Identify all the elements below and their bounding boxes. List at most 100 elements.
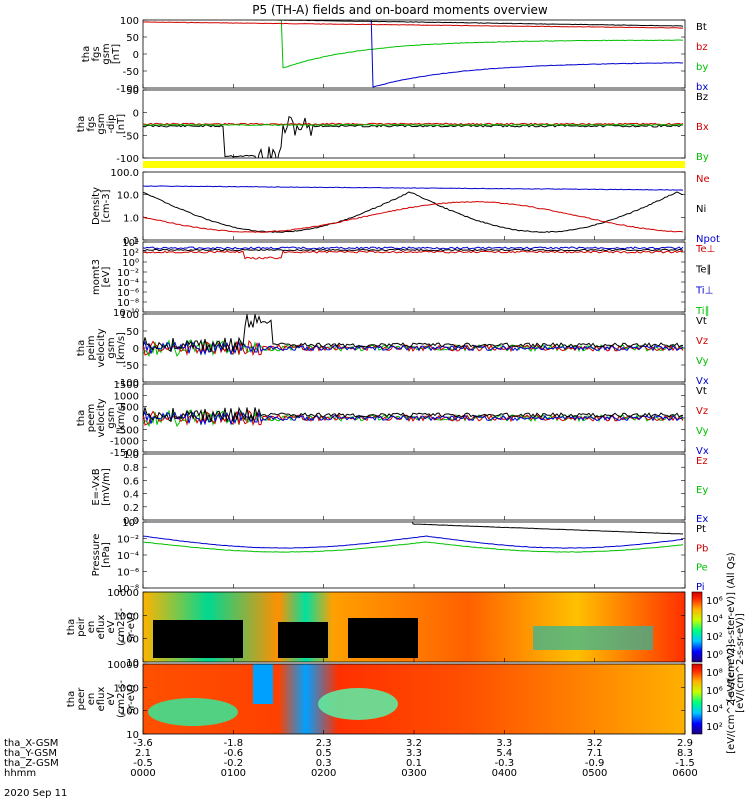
peir-lowflux-region [348,618,418,658]
fgs-legend-item: Bt [696,22,707,33]
fgs-ylabel: fgs [91,46,102,61]
density-ylabel: Density [91,187,102,225]
peem-legend-item: Vt [696,386,707,397]
peer-ytick-label: 10 [126,730,139,741]
bz-trace [143,21,684,29]
xaxis-value: -0.9 [585,758,605,769]
xaxis-value: 0100 [221,768,246,779]
ni-trace [143,191,684,233]
temp-ytick-label: 10⁻⁶ [117,288,139,299]
fgs_dip-ylabel: tha [76,116,87,132]
peem-ytick-label: -500 [116,425,139,436]
xaxis-value: -0.2 [224,758,244,769]
peir-ytick-label: 1000 [114,611,139,622]
efield-ytick-label: 1.0 [123,450,139,461]
colorbar-ticks: 10⁶ 10⁴ 10² 10⁰ 10⁸ 10⁶ 10⁴ 10² [706,596,723,733]
peem-legend-item: Vy [696,426,709,437]
xaxis-value: 3.2 [587,738,603,749]
colorbar-tick: 10² [706,632,723,643]
xaxis-value: 5.4 [496,748,512,759]
panel-density: 100.0 10.0 1.0 0.1 Density [cm-3] Ne Ni Npot [91,168,720,247]
xaxis-value: 0500 [582,768,607,779]
peir-lowflux-region [533,626,653,650]
peem-ytick-label: 1500 [114,380,139,391]
fgs_dip-ylabel: -dip [106,114,117,133]
xaxis-value: 8.3 [677,748,693,759]
teperp-trace [143,250,684,260]
peer-spectrogram [143,664,685,734]
fgs_dip-ylabel: gsm [96,113,107,134]
peem-ytick-label: 0 [133,414,139,425]
temp-ytick-label: 10⁴ [122,238,139,249]
pressure-legend-item: Pe [696,563,708,574]
npot-trace [143,185,684,191]
xaxis-value: 0000 [130,768,155,779]
fgs_dip-ytick-label: 50 [126,86,139,97]
peir-lowflux-region [153,620,243,658]
pressure-legend-item: Pb [696,543,708,554]
peir-ylabel: tha [66,619,77,635]
xaxis-value: -0.5 [133,758,153,769]
peer-ylabel: en [86,693,97,706]
fgs-legend-item: bx [696,82,708,93]
panel-fgs_dip: 50 0 -50 -100 tha fgs gsm -dip [nT] Bz Bx By [76,86,709,165]
xaxis-value: 2.1 [135,748,151,759]
vx-trace [143,410,684,426]
peim-ylabel: velocity [96,328,107,367]
peim-ylabel: peim [86,335,97,360]
colorbar-tick: 10⁰ [706,650,723,661]
temp-ytick-label: 10⁰ [122,258,139,269]
pressure-legend-item: Pi [696,582,705,593]
fgs_dip-legend-item: By [696,152,709,163]
fgs-ytick-label: 100 [120,16,139,27]
temp-ytick-label: 10⁻⁴ [117,278,139,289]
efield-legend-item: Ex [696,514,708,525]
efield-ylabel: E=-VxB [91,468,102,505]
colorbar-tick: 10⁴ [706,614,723,625]
peer-flux-region [148,698,238,726]
peer-ylabel: (cm2-s- [116,680,127,718]
fgs_dip-ytick-label: 0 [133,109,139,120]
vz-trace [143,409,684,427]
xaxis-value: -0.3 [495,758,515,769]
temp-traces [143,246,684,260]
density-traces [143,185,684,233]
fgs-ytick-label: -100 [116,84,139,95]
pt-trace [411,522,684,535]
peim-ylabel: tha [76,340,87,356]
xaxis-value: 7.1 [587,748,603,759]
colorbar-tick: 10⁶ [706,596,723,607]
peim-ylabel: [km/s] [116,332,127,364]
xaxis-value: 0.1 [406,758,422,769]
peir-ylabel: (cm2-s- [116,608,127,646]
peir-ylabel: en [86,621,97,634]
density-ytick-label: 1.0 [123,213,139,224]
by-trace [143,123,684,127]
xaxis-value: 0.3 [316,758,332,769]
peim-ylabel: gsm [106,337,117,358]
xaxis-value: 3.2 [406,738,422,749]
peer-ytick-label: 1000 [114,683,139,694]
pe-trace [143,541,684,553]
peem-ytick-label: -1000 [110,437,139,448]
efield-ytick-label: 0.4 [123,490,139,501]
x-axis-table: tha_X-GSM -3.6 -1.8 2.3 3.2 3.3 3.2 2.9tha_Y-GS… [4,738,698,779]
xaxis-value: 3.3 [496,738,512,749]
xaxis-value: 2.3 [316,738,332,749]
temp-ytick-label: 10² [122,248,139,259]
bz-trace [143,115,683,158]
peer-flux-region [253,664,273,704]
density-ytick-label: 0.1 [123,236,139,247]
peer-ytick-label: 10000 [107,660,139,671]
temp-ytick-label: 10⁻⁸ [117,298,139,309]
panel-fgs: 100 50 0 -50 -100 tha fgs gsm [nT] Bt bz by bx [81,16,708,95]
peem-ylabel: tha [76,410,87,426]
peer-ylabel: tha [66,691,77,707]
tepar-trace [143,248,684,252]
peer-ylabel: eflux [96,687,107,712]
pressure-ylabel: [nPa] [101,542,112,568]
colorbar-tick: 10² [706,722,723,733]
xaxis-row-label: tha_Y-GSM [4,748,57,759]
